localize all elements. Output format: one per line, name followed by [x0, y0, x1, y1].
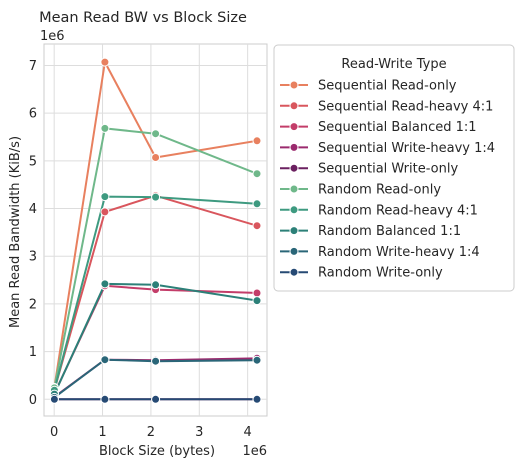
legend-marker: [289, 142, 299, 152]
data-point: [151, 394, 161, 404]
data-point: [252, 136, 262, 146]
legend-marker: [289, 205, 299, 215]
legend-label: Sequential Read-heavy 4:1: [318, 99, 493, 114]
data-point: [151, 280, 161, 290]
x-offset-label: 1e6: [242, 444, 267, 459]
x-tick-label: 3: [195, 425, 203, 440]
data-point: [252, 296, 262, 306]
data-point: [252, 199, 262, 209]
legend-label: Random Read-heavy 4:1: [318, 203, 478, 218]
legend-items: Sequential Read-only Sequential Read-heav…: [280, 79, 495, 281]
legend-title: Read-Write Type: [341, 57, 446, 72]
data-point: [151, 356, 161, 366]
legend-item: Sequential Read-only: [280, 79, 457, 94]
series-line: [53, 358, 258, 399]
y-tick-label: 7: [29, 59, 37, 74]
y-axis-label: Mean Read Bandwidth (KiB/s): [8, 136, 23, 328]
data-point: [100, 394, 110, 404]
legend-marker: [289, 267, 299, 277]
data-point: [252, 355, 262, 365]
data-point: [151, 192, 161, 202]
legend-item: Random Balanced 1:1: [280, 224, 461, 239]
series-line: [53, 282, 258, 395]
legend-marker: [289, 163, 299, 173]
legend-label: Random Balanced 1:1: [318, 224, 461, 239]
data-point: [49, 394, 59, 404]
y-offset-label: 1e6: [40, 29, 65, 44]
y-tick-label: 6: [29, 107, 37, 122]
legend: Read-Write Type Sequential Read-onlySequ…: [273, 44, 515, 292]
legend-label: Random Read-only: [318, 183, 441, 198]
legend-marker: [289, 122, 299, 132]
data-point: [100, 123, 110, 133]
x-tick-label: 4: [244, 425, 252, 440]
data-point: [252, 288, 262, 298]
y-tick-label: 0: [29, 393, 37, 408]
data-point: [100, 57, 110, 67]
y-axis-ticks: 0 1 2 3 4 5 6 7: [29, 59, 37, 408]
series-lines: [53, 61, 258, 401]
legend-marker: [289, 226, 299, 236]
legend-label: Random Write-only: [318, 266, 443, 281]
x-tick-label: 1: [98, 425, 106, 440]
series-line: [53, 194, 258, 391]
legend-marker: [289, 246, 299, 256]
legend-label: Sequential Write-only: [318, 162, 458, 177]
data-point: [100, 355, 110, 365]
data-point: [100, 207, 110, 217]
x-axis-label: Block Size (bytes): [99, 444, 215, 459]
legend-item: Sequential Write-only: [280, 162, 458, 177]
plot-background: [43, 43, 268, 417]
legend-item: Random Read-only: [280, 183, 441, 198]
data-point: [100, 279, 110, 289]
legend-marker: [289, 184, 299, 194]
y-tick-label: 2: [29, 297, 37, 312]
plot-area: [43, 43, 268, 417]
y-tick-label: 3: [29, 250, 37, 265]
legend-frame: [273, 44, 515, 292]
legend-item: Sequential Balanced 1:1: [280, 120, 477, 135]
series-line: [53, 195, 258, 391]
x-tick-label: 2: [147, 425, 155, 440]
legend-item: Sequential Read-heavy 4:1: [280, 99, 493, 114]
legend-item: Sequential Write-heavy 1:4: [280, 141, 495, 156]
data-point: [252, 169, 262, 179]
x-axis-ticks: 0 1 2 3 4: [50, 425, 252, 440]
legend-item: Random Read-heavy 4:1: [280, 203, 478, 218]
legend-label: Sequential Write-heavy 1:4: [318, 141, 495, 156]
data-point: [100, 192, 110, 202]
chart-title: Mean Read BW vs Block Size: [39, 10, 247, 26]
legend-marker: [289, 101, 299, 111]
series-line: [53, 127, 258, 389]
data-point: [252, 394, 262, 404]
legend-label: Sequential Balanced 1:1: [318, 120, 477, 135]
legend-item: Random Write-only: [280, 266, 443, 281]
data-point: [151, 153, 161, 162]
data-point: [151, 129, 161, 139]
legend-item: Random Write-heavy 1:4: [280, 245, 480, 260]
legend-marker: [289, 80, 299, 90]
y-tick-label: 1: [29, 345, 37, 360]
series-markers: [49, 57, 262, 404]
series-line: [53, 61, 258, 388]
y-tick-label: 4: [29, 202, 37, 217]
legend-label: Random Write-heavy 1:4: [318, 245, 480, 260]
legend-label: Sequential Read-only: [318, 79, 457, 94]
x-tick-label: 0: [50, 425, 58, 440]
y-tick-label: 5: [29, 154, 37, 169]
data-point: [252, 221, 262, 231]
